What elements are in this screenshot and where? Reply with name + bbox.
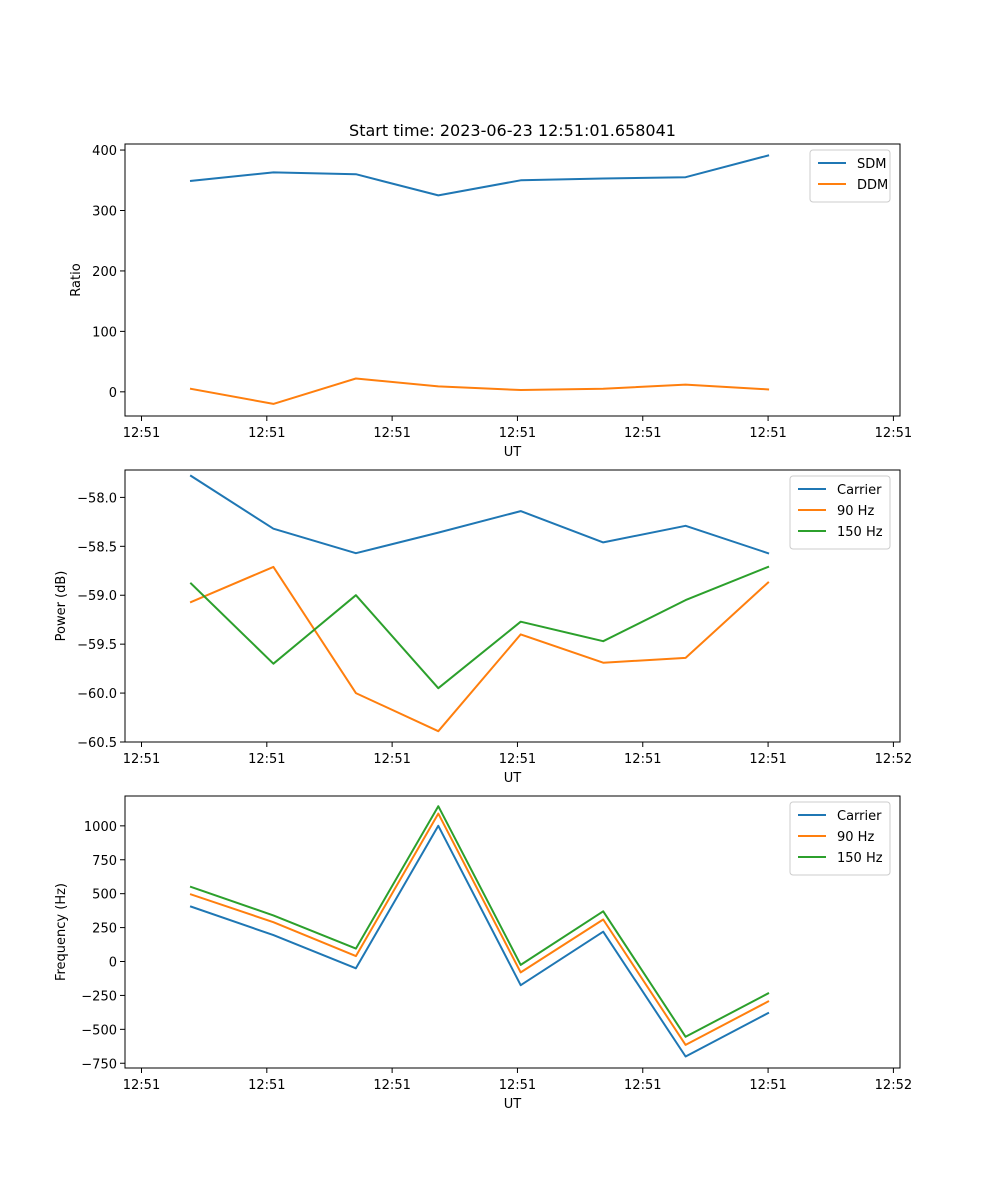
x-tick-label: 12:51 [373, 1078, 410, 1093]
x-tick-label: 12:51 [499, 426, 536, 441]
axes-frame [124, 469, 901, 743]
x-tick-label: 12:51 [248, 752, 285, 767]
y-tick-label: −250 [81, 989, 117, 1004]
y-tick-label: −59.5 [77, 638, 117, 653]
y-tick-label: 400 [92, 144, 117, 159]
x-axis-label: UT [504, 1097, 522, 1112]
x-tick-label: 12:52 [875, 1078, 912, 1093]
x-tick-label: 12:51 [499, 752, 536, 767]
y-tick-label: −750 [81, 1057, 117, 1072]
x-tick-label: 12:51 [624, 1078, 661, 1093]
axes-frame [124, 795, 901, 1069]
x-tick-label: 12:51 [123, 752, 160, 767]
y-tick-label: −60.5 [77, 736, 117, 751]
legend-label: 90 Hz [837, 830, 874, 845]
subplots-group: 12:51 12:51 12:51 12:51 12:51 12:51 12:51 0 100 2… [54, 121, 912, 1112]
x-tick-label: 12:51 [123, 426, 160, 441]
x-tick-label: 12:51 [624, 752, 661, 767]
y-tick-label: 300 [92, 204, 117, 219]
y-tick-label: 500 [92, 888, 117, 903]
x-tick-label: 12:51 [248, 426, 285, 441]
legend-label: SDM [857, 157, 886, 172]
legend: SDM DDM [809, 149, 891, 203]
y-axis-label: Power (dB) [54, 571, 69, 642]
x-tick-label: 12:51 [875, 426, 912, 441]
legend: Carrier 90 Hz 150 Hz [789, 475, 891, 550]
y-tick-label: −60.0 [77, 687, 117, 702]
x-tick-label: 12:52 [875, 752, 912, 767]
legend-label: DDM [857, 178, 888, 193]
axes-frame [124, 143, 901, 417]
x-axis-label: UT [504, 771, 522, 786]
y-tick-label: 250 [92, 922, 117, 937]
x-tick-label: 12:51 [373, 426, 410, 441]
chart-title: Start time: 2023-06-23 12:51:01.658041 [349, 121, 676, 140]
series-line-sdm [189, 154, 770, 197]
y-tick-label: −58.0 [77, 491, 117, 506]
y-tick-label: 0 [109, 386, 117, 401]
legend-label: 150 Hz [837, 525, 883, 540]
x-tick-label: 12:51 [749, 1078, 786, 1093]
legend: Carrier 90 Hz 150 Hz [789, 801, 891, 876]
x-tick-label: 12:51 [749, 426, 786, 441]
x-axis-label: UT [504, 445, 522, 460]
series-line-150-hz [189, 565, 770, 690]
x-tick-label: 12:51 [373, 752, 410, 767]
series-line-90-hz [189, 812, 770, 1046]
series-line-carrier [189, 824, 770, 1058]
x-tick-label: 12:51 [499, 1078, 536, 1093]
y-tick-label: 750 [92, 854, 117, 869]
x-tick-label: 12:51 [248, 1078, 285, 1093]
y-tick-label: −500 [81, 1023, 117, 1038]
legend-label: 90 Hz [837, 504, 874, 519]
y-tick-label: −58.5 [77, 540, 117, 555]
y-tick-label: 200 [92, 265, 117, 280]
y-axis-label: Ratio [69, 263, 84, 296]
y-axis-label: Frequency (Hz) [54, 883, 69, 981]
subplot-3: 12:51 12:51 12:51 12:51 12:51 12:51 12:52 −750 −… [54, 795, 912, 1112]
series-line-ddm [189, 377, 770, 405]
y-tick-label: −59.0 [77, 589, 117, 604]
y-tick-label: 1000 [84, 820, 117, 835]
legend-label: Carrier [837, 809, 882, 824]
subplot-2: 12:51 12:51 12:51 12:51 12:51 12:51 12:52 −60.5… [54, 469, 912, 786]
subplot-1: 12:51 12:51 12:51 12:51 12:51 12:51 12:51 0 100 2… [69, 121, 912, 460]
x-tick-label: 12:51 [749, 752, 786, 767]
series-line-carrier [189, 474, 770, 555]
y-tick-label: 100 [92, 325, 117, 340]
legend-label: 150 Hz [837, 851, 883, 866]
x-tick-label: 12:51 [123, 1078, 160, 1093]
legend-label: Carrier [837, 483, 882, 498]
x-tick-label: 12:51 [624, 426, 661, 441]
y-tick-label: 0 [109, 956, 117, 971]
series-line-90-hz [189, 565, 770, 733]
series-line-150-hz [189, 805, 770, 1038]
